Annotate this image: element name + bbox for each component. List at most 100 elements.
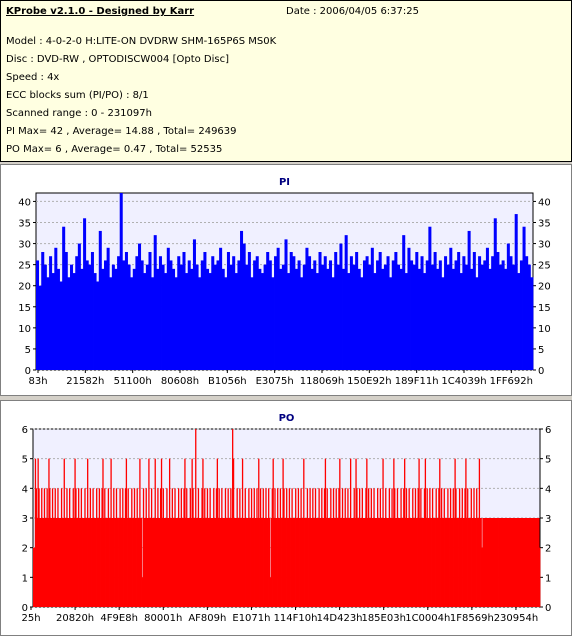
bar [74, 458, 76, 607]
bar [368, 264, 372, 370]
bar [328, 518, 330, 607]
bar [277, 488, 279, 607]
bar [140, 518, 142, 607]
bar [36, 518, 38, 607]
bar [371, 518, 373, 607]
bar [132, 268, 136, 370]
bar [225, 518, 228, 607]
y-tick-label-right: 0 [538, 366, 544, 377]
bar [354, 518, 356, 607]
bar [397, 518, 400, 607]
bar [463, 518, 465, 607]
bar [161, 518, 164, 607]
bar [326, 268, 330, 370]
bar [271, 488, 273, 607]
y-tick-label-left: 6 [22, 425, 28, 436]
bar [382, 458, 384, 607]
scan-date: Date : 2006/04/05 6:37:25 [286, 6, 419, 17]
bar [472, 252, 476, 370]
bar [313, 518, 315, 607]
bar [279, 488, 282, 607]
bar [389, 518, 391, 607]
bar [493, 218, 497, 370]
bar [250, 277, 254, 370]
bar [128, 518, 130, 607]
bar [110, 458, 112, 607]
bar [462, 518, 464, 607]
bar [174, 488, 176, 607]
bar [305, 247, 309, 370]
bar [250, 518, 252, 607]
x-tick-label: 189F11h [395, 376, 439, 387]
bar [425, 518, 427, 607]
bar [129, 518, 131, 607]
bar [242, 243, 246, 370]
bar [404, 458, 406, 607]
bar [315, 273, 319, 370]
bar [501, 260, 505, 370]
bar [42, 518, 45, 607]
bar [187, 518, 190, 607]
bar [494, 518, 497, 607]
bar [319, 518, 321, 607]
bar [384, 518, 386, 607]
bar [245, 518, 247, 607]
bar [242, 518, 245, 607]
bar [135, 256, 139, 370]
x-tick-label: 1FF692h [490, 376, 533, 387]
bar [35, 488, 37, 607]
po-chart: PO 0 0 1 1 2 2 3 3 4 4 5 5 6 6 25h 20820h 4F9E8h 80001h AF8… [21, 413, 551, 624]
bar [510, 518, 512, 607]
bar [460, 518, 463, 607]
bar [490, 518, 492, 607]
bar [83, 218, 87, 370]
y-tick-label-right: 5 [545, 455, 551, 466]
bar [484, 518, 486, 607]
bar [144, 518, 146, 607]
bar [310, 518, 312, 607]
bar [335, 488, 337, 607]
bar [360, 277, 364, 370]
bar [407, 518, 409, 607]
bar [347, 488, 349, 607]
bar [412, 264, 416, 370]
info-po-stats: PO Max= 6 , Average= 0.47 , Total= 52535 [6, 144, 223, 155]
bar [332, 488, 335, 607]
bar [153, 235, 157, 370]
bar [309, 488, 311, 607]
bar [328, 260, 332, 370]
bar [308, 256, 312, 370]
bar [356, 488, 358, 607]
bar [46, 488, 48, 607]
bar [302, 518, 304, 607]
bar [223, 518, 226, 607]
bar [308, 518, 310, 607]
bar [429, 488, 431, 607]
y-tick-label-left: 25 [18, 261, 31, 272]
info-ecc-blocks: ECC blocks sum (PI/PO) : 8/1 [6, 90, 149, 101]
bar [91, 518, 93, 607]
bar [159, 488, 162, 607]
bar [164, 273, 168, 370]
bar [173, 518, 175, 607]
bar [96, 281, 100, 370]
bar [133, 488, 136, 607]
bar [345, 518, 347, 607]
y-tick-label-right: 5 [538, 345, 544, 356]
bar [247, 252, 251, 370]
bar [432, 518, 435, 607]
bar [214, 518, 217, 607]
bar [405, 488, 408, 607]
bar [455, 488, 457, 607]
bar [445, 518, 447, 607]
x-tick-label: 25h [21, 613, 40, 624]
bar [274, 256, 278, 370]
bar [104, 260, 108, 370]
bar [72, 488, 74, 607]
bar [43, 264, 47, 370]
bar [163, 518, 165, 607]
bar [211, 256, 215, 370]
bar [193, 518, 195, 607]
bar [471, 518, 473, 607]
bar [259, 518, 261, 607]
